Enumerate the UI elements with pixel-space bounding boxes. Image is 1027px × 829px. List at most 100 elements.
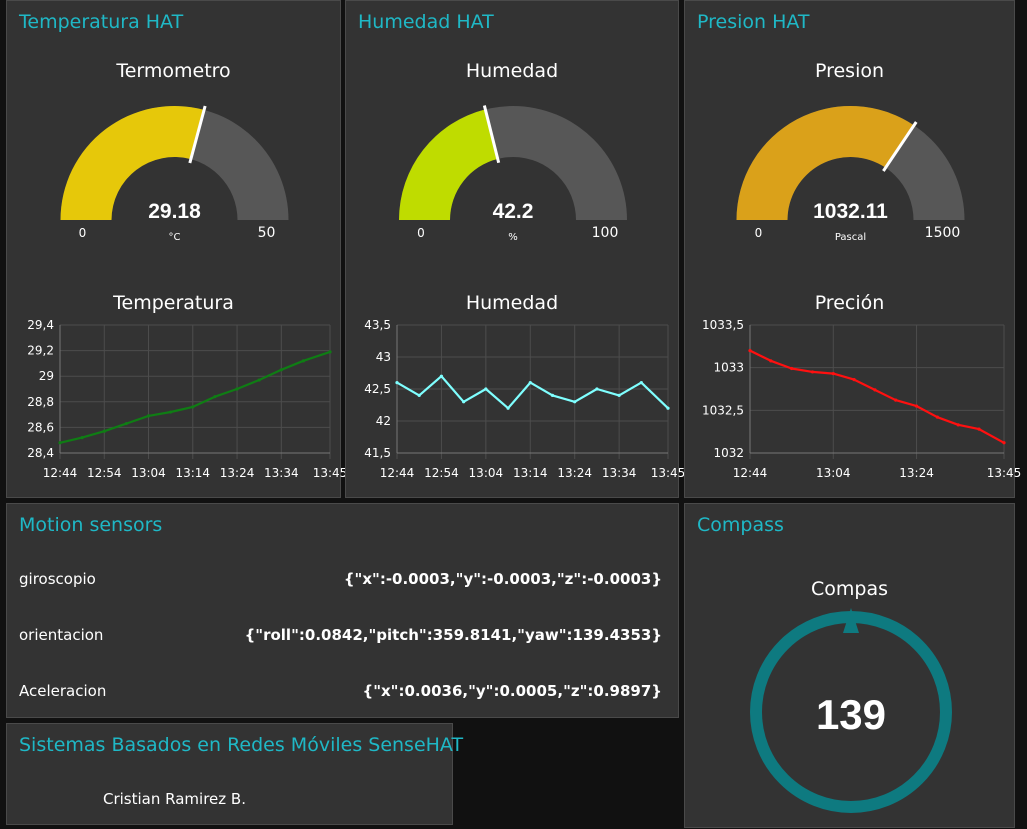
humidity-card-title: Humedad HAT bbox=[358, 11, 494, 33]
gauge-unit: % bbox=[508, 232, 518, 243]
data-point bbox=[595, 387, 599, 391]
data-point bbox=[417, 393, 421, 397]
x-tick-label: 12:54 bbox=[424, 466, 459, 480]
data-point bbox=[169, 410, 173, 414]
data-point bbox=[894, 398, 898, 402]
x-tick-label: 13:04 bbox=[131, 466, 166, 480]
data-point bbox=[301, 359, 306, 363]
thermometer-gauge-title: Termometro bbox=[116, 60, 231, 82]
data-point bbox=[617, 393, 621, 397]
motion-row-acceleration: Aceleracion {"x":0.0036,"y":0.0005,"z":0… bbox=[19, 682, 662, 700]
gauge-min-label: 0 bbox=[417, 226, 425, 240]
compass-value: 139 bbox=[816, 691, 886, 738]
compass-card-title: Compass bbox=[697, 514, 784, 536]
data-point bbox=[506, 406, 510, 410]
x-tick-label: 13:14 bbox=[175, 466, 210, 480]
humidity-chart: 41,5 42 42,5 43 43,5 12:44 12:54 13:04 13:14 13:2… bbox=[364, 318, 685, 480]
gauge-min-label: 0 bbox=[79, 226, 87, 240]
pressure-card-title: Presion HAT bbox=[697, 11, 810, 33]
y-tick-label: 1032 bbox=[713, 446, 744, 460]
motion-row-orientation: orientacion {"roll":0.0842,"pitch":359.8… bbox=[19, 626, 662, 644]
temperature-chart: 28,4 28,6 28,8 29 29,2 29,4 12:44 12:54 13:04 13:… bbox=[27, 318, 347, 480]
gauge-needle bbox=[188, 105, 207, 164]
y-tick-label: 28,6 bbox=[27, 420, 54, 434]
x-tick-label: 13:45 bbox=[651, 466, 686, 480]
y-tick-label: 29 bbox=[39, 369, 54, 383]
data-point bbox=[748, 349, 752, 353]
humidity-gauge: 42.2% 0 100 bbox=[399, 105, 627, 243]
pressure-chart-title: Preción bbox=[814, 292, 885, 314]
y-tick-label: 41,5 bbox=[364, 446, 391, 460]
gauge-unit: °C bbox=[169, 232, 181, 243]
data-point bbox=[528, 381, 532, 385]
x-tick-label: 13:45 bbox=[313, 466, 348, 480]
y-tick-label: 1032,5 bbox=[702, 403, 744, 417]
data-point bbox=[395, 381, 399, 385]
x-tick-label: 13:24 bbox=[220, 466, 255, 480]
data-point bbox=[935, 415, 939, 419]
x-tick-label: 12:44 bbox=[733, 466, 768, 480]
x-tick-label: 13:34 bbox=[602, 466, 637, 480]
data-point bbox=[977, 427, 981, 431]
data-point bbox=[550, 393, 555, 397]
data-point bbox=[439, 374, 444, 378]
compass-dial: 139 bbox=[750, 608, 952, 813]
data-point bbox=[213, 395, 217, 399]
x-tick-label: 13:24 bbox=[557, 466, 592, 480]
data-point bbox=[102, 429, 106, 433]
humidity-gauge-title: Humedad bbox=[465, 60, 559, 82]
data-point bbox=[914, 404, 919, 408]
gauge-value: 29.18 bbox=[148, 200, 201, 223]
author-name: Cristian Ramirez B. bbox=[103, 790, 246, 808]
x-tick-label: 12:54 bbox=[87, 466, 122, 480]
gauge-fill bbox=[399, 109, 498, 220]
project-title: Sistemas Basados en Redes Móviles SenseH… bbox=[19, 734, 464, 756]
data-point bbox=[956, 423, 960, 427]
gauge-max-label: 50 bbox=[258, 225, 276, 241]
motion-row-value: {"x":-0.0003,"y":-0.0003,"z":-0.0003} bbox=[343, 570, 662, 588]
data-point bbox=[790, 366, 794, 371]
motion-row-value: {"roll":0.0842,"pitch":359.8141,"yaw":13… bbox=[244, 626, 662, 644]
y-tick-label: 1033 bbox=[713, 361, 744, 375]
y-tick-label: 29,2 bbox=[27, 344, 54, 358]
pressure-card: Presion HAT Presion 1032.11 Pascal 0 1500 P… bbox=[684, 0, 1021, 498]
gauge-needle bbox=[482, 105, 501, 164]
x-tick-label: 13:34 bbox=[264, 466, 299, 480]
pressure-gauge-title: Presion bbox=[814, 60, 885, 82]
x-tick-label: 13:24 bbox=[899, 466, 934, 480]
data-point bbox=[279, 368, 283, 372]
series-line bbox=[396, 375, 669, 410]
motion-row-label: giroscopio bbox=[19, 570, 96, 588]
motion-sensors-title: Motion sensors bbox=[19, 514, 163, 536]
data-point bbox=[462, 400, 466, 404]
data-point bbox=[80, 436, 84, 440]
x-tick-label: 12:44 bbox=[43, 466, 78, 480]
data-point bbox=[639, 381, 643, 385]
data-point bbox=[191, 405, 195, 409]
motion-row-label: orientacion bbox=[19, 626, 104, 644]
data-point bbox=[810, 370, 815, 374]
compass-widget-title: Compas bbox=[810, 578, 888, 600]
data-point bbox=[873, 388, 877, 392]
data-point bbox=[852, 378, 856, 382]
humidity-card: Humedad HAT Humedad 42.2% 0 100 Humedad 41… bbox=[345, 0, 685, 498]
x-tick-label: 13:04 bbox=[816, 466, 851, 480]
motion-row-value: {"x":0.0036,"y":0.0005,"z":0.9897} bbox=[362, 682, 662, 700]
data-point bbox=[1002, 441, 1006, 445]
gauge-needle bbox=[882, 121, 918, 172]
data-point bbox=[328, 350, 332, 354]
y-tick-label: 28,4 bbox=[27, 446, 54, 460]
gauge-value: 42.2 bbox=[493, 200, 534, 223]
y-tick-label: 42,5 bbox=[364, 382, 391, 396]
temperature-chart-title: Temperatura bbox=[113, 292, 234, 314]
x-tick-label: 13:45 bbox=[987, 466, 1022, 480]
y-tick-label: 1033,5 bbox=[702, 318, 744, 332]
gauge-fill bbox=[60, 105, 205, 220]
y-tick-label: 42 bbox=[376, 414, 391, 428]
data-point bbox=[573, 400, 577, 404]
motion-sensors-card: Motion sensors giroscopio {"x":-0.0003,"… bbox=[6, 503, 679, 718]
data-point bbox=[257, 378, 261, 382]
pressure-chart: 1032 1032,5 1033 1033,5 12:44 13:04 13:24 13:45 bbox=[702, 318, 1021, 480]
gauge-fill bbox=[736, 106, 915, 220]
compass-card: Compass Compas 139 bbox=[684, 503, 1015, 828]
